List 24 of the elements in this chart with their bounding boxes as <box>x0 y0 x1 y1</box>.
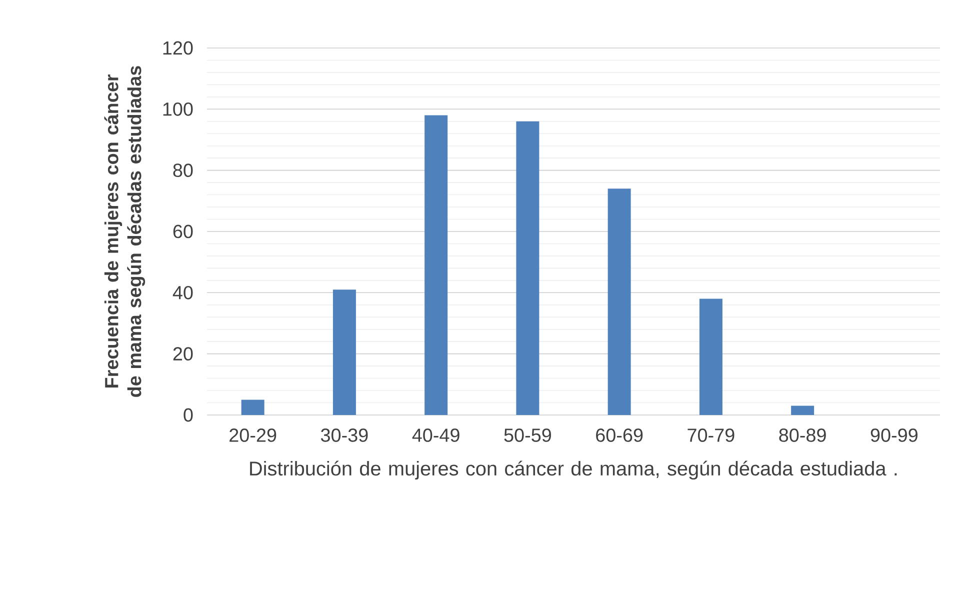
bar <box>516 121 540 415</box>
y-tick-label: 120 <box>163 41 193 55</box>
y-tick-label: 0 <box>184 408 193 422</box>
bar <box>424 115 448 415</box>
x-tick-label: 40-49 <box>412 428 460 442</box>
x-tick-label: 30-39 <box>320 428 368 442</box>
y-tick-label: 40 <box>172 286 193 300</box>
y-tick-label: 60 <box>173 224 193 238</box>
x-tick-label: 70-79 <box>688 428 734 442</box>
y-tick-label: 80 <box>173 164 193 178</box>
y-axis-title: Frecuencia de mujeres con cáncer de mama según décadas estudiadas <box>104 66 146 397</box>
x-axis-title: Distribución de mujeres con cáncer de mama, según década estudiada . <box>250 460 897 480</box>
bar <box>699 298 722 415</box>
bar <box>608 188 631 415</box>
bar <box>241 400 264 415</box>
x-tick-label: 80-89 <box>779 428 826 442</box>
x-tick-label: 50-59 <box>504 428 551 442</box>
x-tick-label: 90-99 <box>870 428 918 442</box>
bar <box>791 406 814 415</box>
x-tick-label: 60-69 <box>596 428 643 442</box>
x-tick-label: 20-29 <box>230 428 276 442</box>
bar <box>332 290 356 415</box>
y-tick-label: 100 <box>163 102 193 116</box>
y-tick-label: 20 <box>173 347 193 361</box>
